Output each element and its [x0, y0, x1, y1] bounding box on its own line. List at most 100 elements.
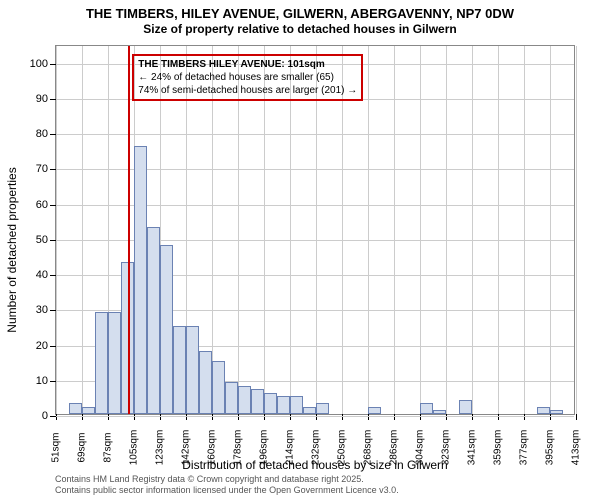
y-tick — [50, 99, 56, 100]
y-tick-label: 50 — [36, 234, 48, 246]
y-tick-label: 0 — [42, 410, 48, 422]
x-tick — [212, 414, 213, 420]
x-tick — [56, 414, 57, 420]
y-tick — [50, 310, 56, 311]
y-tick — [50, 346, 56, 347]
title-block: THE TIMBERS, HILEY AVENUE, GILWERN, ABER… — [0, 0, 600, 36]
y-tick-label: 40 — [36, 269, 48, 281]
histogram-bar — [147, 227, 160, 414]
y-tick — [50, 240, 56, 241]
gridline-vertical — [290, 46, 291, 414]
y-tick-label: 30 — [36, 304, 48, 316]
histogram-bar — [95, 312, 108, 414]
x-tick — [550, 414, 551, 420]
y-axis-label: Number of detached properties — [5, 167, 19, 332]
histogram-bar — [238, 386, 251, 414]
histogram-bar — [537, 407, 550, 414]
gridline-vertical — [212, 46, 213, 414]
highlight-line — [128, 46, 130, 414]
y-tick — [50, 416, 56, 417]
histogram-bar — [459, 400, 472, 414]
y-tick-label: 20 — [36, 340, 48, 352]
page-title: THE TIMBERS, HILEY AVENUE, GILWERN, ABER… — [0, 6, 600, 21]
gridline-vertical — [56, 46, 57, 414]
gridline-vertical — [524, 46, 525, 414]
gridline-vertical — [82, 46, 83, 414]
footer-line-1: Contains HM Land Registry data © Crown c… — [55, 474, 399, 485]
x-tick — [368, 414, 369, 420]
footer-line-2: Contains public sector information licen… — [55, 485, 399, 496]
x-tick — [160, 414, 161, 420]
gridline-vertical — [576, 46, 577, 414]
x-tick — [420, 414, 421, 420]
histogram-bar — [134, 146, 147, 414]
gridline-vertical — [420, 46, 421, 414]
y-tick — [50, 134, 56, 135]
histogram-bar — [82, 407, 95, 414]
footer-attribution: Contains HM Land Registry data © Crown c… — [55, 474, 399, 496]
gridline-vertical — [238, 46, 239, 414]
histogram-bar — [277, 396, 290, 414]
gridline-vertical — [394, 46, 395, 414]
histogram-bar — [186, 326, 199, 414]
x-tick — [238, 414, 239, 420]
x-tick — [264, 414, 265, 420]
histogram-bar — [173, 326, 186, 414]
gridline-horizontal — [56, 416, 574, 417]
x-tick — [290, 414, 291, 420]
page-subtitle: Size of property relative to detached ho… — [0, 22, 600, 36]
histogram-bar — [199, 351, 212, 414]
y-tick — [50, 169, 56, 170]
histogram-bar — [550, 410, 563, 414]
x-tick — [186, 414, 187, 420]
x-tick — [498, 414, 499, 420]
gridline-vertical — [472, 46, 473, 414]
y-tick-label: 100 — [30, 58, 48, 70]
y-tick-label: 70 — [36, 163, 48, 175]
histogram-bar — [108, 312, 121, 414]
x-tick — [108, 414, 109, 420]
gridline-vertical — [498, 46, 499, 414]
gridline-vertical — [368, 46, 369, 414]
x-tick — [524, 414, 525, 420]
histogram-bar — [290, 396, 303, 414]
histogram-bar — [212, 361, 225, 414]
histogram-bar — [251, 389, 264, 414]
gridline-vertical — [264, 46, 265, 414]
gridline-horizontal — [56, 134, 574, 135]
annotation-box: THE TIMBERS HILEY AVENUE: 101sqm← 24% of… — [132, 54, 363, 101]
x-tick — [342, 414, 343, 420]
y-tick-label: 90 — [36, 93, 48, 105]
histogram-bar — [264, 393, 277, 414]
histogram-bar — [69, 403, 82, 414]
x-tick — [576, 414, 577, 420]
x-tick — [394, 414, 395, 420]
y-tick — [50, 64, 56, 65]
x-tick — [316, 414, 317, 420]
y-tick-label: 60 — [36, 199, 48, 211]
histogram-bar — [303, 407, 316, 414]
annotation-title: THE TIMBERS HILEY AVENUE: 101sqm — [138, 58, 357, 71]
x-tick — [82, 414, 83, 420]
x-tick — [134, 414, 135, 420]
gridline-vertical — [342, 46, 343, 414]
histogram-bar — [368, 407, 381, 414]
annotation-line-2: 74% of semi-detached houses are larger (… — [138, 84, 357, 97]
x-tick — [472, 414, 473, 420]
histogram-bar — [225, 382, 238, 414]
gridline-vertical — [550, 46, 551, 414]
annotation-line-1: ← 24% of detached houses are smaller (65… — [138, 71, 357, 84]
histogram-chart: 51sqm69sqm87sqm105sqm123sqm142sqm160sqm1… — [55, 45, 575, 415]
gridline-vertical — [316, 46, 317, 414]
y-tick-label: 10 — [36, 375, 48, 387]
y-tick-label: 80 — [36, 128, 48, 140]
y-tick — [50, 275, 56, 276]
gridline-vertical — [446, 46, 447, 414]
x-axis-label: Distribution of detached houses by size … — [55, 458, 575, 472]
x-tick — [446, 414, 447, 420]
y-tick — [50, 381, 56, 382]
histogram-bar — [433, 410, 446, 414]
y-tick — [50, 205, 56, 206]
histogram-bar — [160, 245, 173, 414]
histogram-bar — [316, 403, 329, 414]
